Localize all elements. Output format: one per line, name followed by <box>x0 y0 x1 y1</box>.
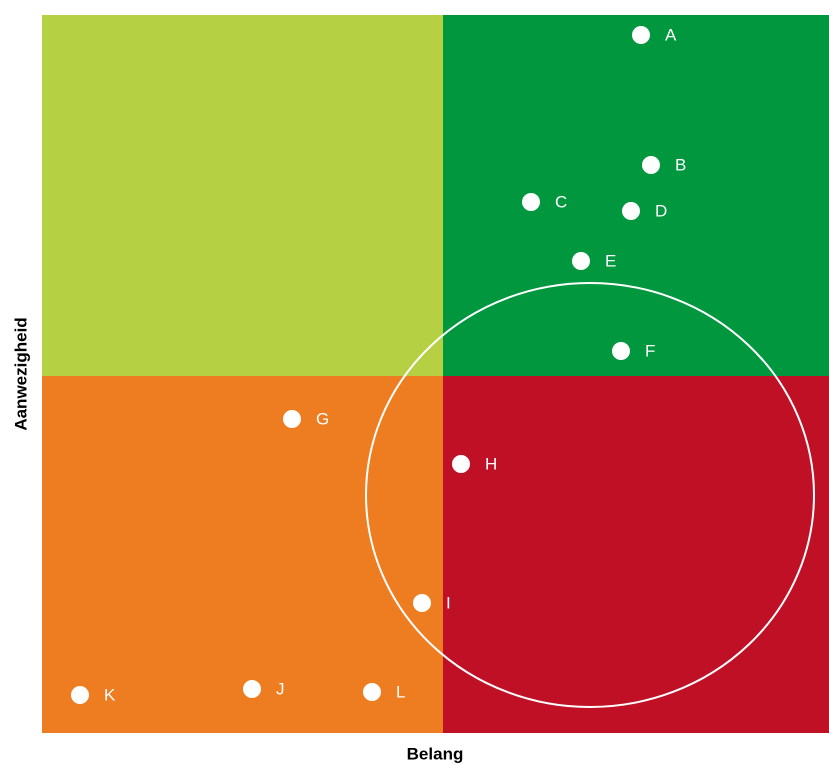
quadrant-bottom-right <box>443 376 829 733</box>
point-label: E <box>605 251 616 270</box>
point-label: J <box>276 679 285 698</box>
point <box>363 683 381 701</box>
y-axis-label: Aanwezigheid <box>11 317 30 430</box>
quadrant-bottom-left <box>42 376 443 733</box>
point-label: D <box>655 201 667 220</box>
quadrant-top-right <box>443 15 829 376</box>
point-label: F <box>645 341 655 360</box>
point-label: A <box>665 25 677 44</box>
point-label: B <box>675 155 686 174</box>
point-label: C <box>555 192 567 211</box>
point <box>452 455 470 473</box>
highlight-circle <box>365 282 815 708</box>
point-label: I <box>446 593 451 612</box>
point <box>632 26 650 44</box>
point-label: H <box>485 454 497 473</box>
point <box>612 342 630 360</box>
x-axis-label: Belang <box>407 744 464 763</box>
point <box>71 686 89 704</box>
point <box>413 594 431 612</box>
quadrant-top-left <box>42 15 443 376</box>
point <box>572 252 590 270</box>
point-label: K <box>104 685 116 704</box>
point <box>243 680 261 698</box>
point <box>283 410 301 428</box>
point-label: G <box>316 409 329 428</box>
point <box>522 193 540 211</box>
point <box>642 156 660 174</box>
point <box>622 202 640 220</box>
point-label: L <box>396 682 405 701</box>
